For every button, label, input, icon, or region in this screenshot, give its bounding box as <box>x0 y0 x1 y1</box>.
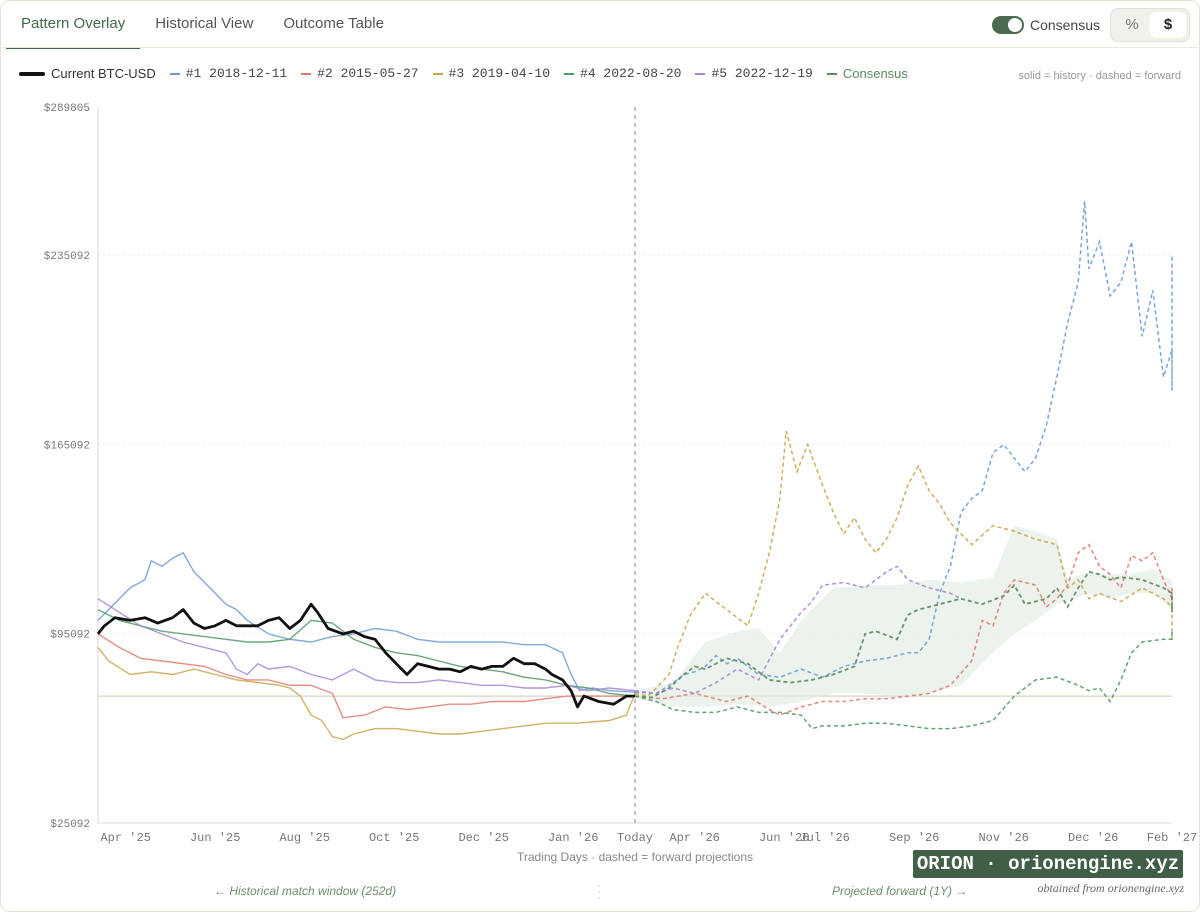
legend-swatch <box>432 72 443 75</box>
x-tick-label: Jun '26 <box>759 831 809 845</box>
legend-label: Current BTC-USD <box>51 66 156 81</box>
y-tick-label: $165092 <box>44 440 90 452</box>
x-tick-label: Apr '25 <box>100 831 150 845</box>
x-axis-caption: Trading Days · dashed = forward projecti… <box>516 850 753 864</box>
legend-swatch <box>301 72 312 75</box>
x-tick-label: Oct '25 <box>369 831 419 845</box>
consensus-toggle-label: Consensus <box>1029 17 1100 33</box>
unit-selector: % $ <box>1110 8 1190 42</box>
x-tick-label: Aug '25 <box>279 831 329 845</box>
x-tick-label: Dec '26 <box>1068 831 1118 845</box>
legend-swatch <box>695 72 706 75</box>
legend-item-match-2[interactable]: #2 2015-05-27 <box>301 66 419 81</box>
x-tick-label: Apr '26 <box>669 831 719 845</box>
consensus-toggle[interactable] <box>991 16 1024 34</box>
watermark-logo: ORION · orionengine.xyz <box>913 850 1183 878</box>
series-line-consensus-forward <box>634 570 1173 699</box>
x-tick-label: Today <box>617 831 653 845</box>
watermark-caption: obtained from orionengine.xyz <box>1037 881 1184 895</box>
percent-mode-button[interactable]: % <box>1125 16 1139 33</box>
legend-label: #3 2019-04-10 <box>448 66 551 81</box>
divider-dots: · · · <box>597 877 602 905</box>
legend-label: #4 2022-08-20 <box>580 66 682 81</box>
x-tick-label: Jul '26 <box>799 831 849 845</box>
series-line-match-3-forward <box>634 430 1173 697</box>
legend-label: #5 2022-12-19 <box>711 66 813 81</box>
legend-label: #2 2015-05-27 <box>317 66 419 81</box>
x-tick-label: Jun '25 <box>190 831 240 845</box>
legend-swatch <box>169 72 180 75</box>
series-line-match-1-forward <box>634 201 1173 695</box>
legend-swatch <box>19 71 45 76</box>
consensus-band <box>635 525 1172 707</box>
series-line-match-4-history <box>97 608 636 697</box>
x-tick-label: Jan '26 <box>548 831 598 845</box>
y-tick-label: $289805 <box>44 103 90 115</box>
legend-swatch <box>564 72 575 75</box>
x-tick-label: Nov '26 <box>978 831 1028 845</box>
series-line-match-4-forward <box>634 631 1173 730</box>
header-controls: Consensus % $ <box>991 8 1190 42</box>
legend-item-match-5[interactable]: #5 2022-12-19 <box>695 66 813 81</box>
legend-label: #1 2018-12-11 <box>185 66 288 81</box>
legend-item-match-1[interactable]: #1 2018-12-11 <box>169 66 288 81</box>
tab-historical-view[interactable]: Historical View <box>155 15 254 32</box>
x-tick-label: Feb '27 <box>1147 831 1197 845</box>
pattern-overlay-chart: $25092 $95092 $165092 $235092 $289805 Apr '25… <box>44 103 1197 845</box>
series-line-match-3-history <box>97 646 636 741</box>
series-line-match-2-forward <box>634 543 1173 716</box>
y-tick-label: $235092 <box>44 251 90 263</box>
legend-swatch <box>826 72 837 75</box>
historical-window-note: ← Historical match window (252d) <box>214 884 397 898</box>
tab-pattern-overlay[interactable]: Pattern Overlay <box>6 0 141 49</box>
header-divider <box>0 47 1200 48</box>
y-tick-label: $25092 <box>50 819 90 831</box>
projection-note: Projected forward (1Y) → <box>832 884 968 898</box>
series-line-current-btc <box>96 602 635 709</box>
legend-item-match-4[interactable]: #4 2022-08-20 <box>564 66 681 81</box>
y-tick-label: $95092 <box>50 630 90 642</box>
tab-bar: Pattern Overlay Historical View Outcome … <box>6 0 399 49</box>
tab-outcome-table[interactable]: Outcome Table <box>283 15 384 32</box>
series-line-match-1-history <box>97 551 636 693</box>
legend-item-match-3[interactable]: #3 2019-04-10 <box>432 66 551 81</box>
legend-note: solid = history · dashed = forward <box>1018 70 1181 82</box>
legend-label: Consensus <box>842 66 908 81</box>
dollar-mode-button[interactable]: $ <box>1150 12 1186 38</box>
legend-item-consensus[interactable]: Consensus <box>826 66 908 81</box>
legend-item-current[interactable]: Current BTC-USD <box>19 66 156 81</box>
series-line-match-5-history <box>97 598 636 692</box>
series-line-match-2-history <box>97 633 635 719</box>
x-tick-label: Dec '25 <box>458 831 508 845</box>
chart-legend: Current BTC-USD #1 2018-12-11 #2 2015-05… <box>19 66 922 81</box>
x-tick-label: Sep '26 <box>889 831 939 845</box>
